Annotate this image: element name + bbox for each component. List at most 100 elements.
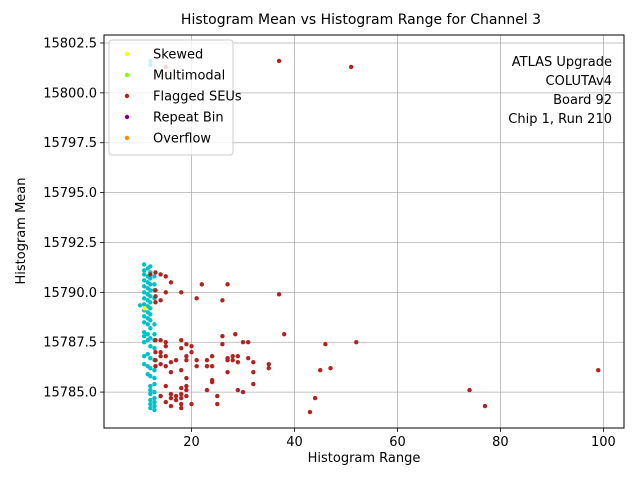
data-point bbox=[148, 294, 153, 299]
data-point bbox=[148, 318, 153, 323]
data-point bbox=[152, 375, 157, 381]
data-point bbox=[179, 385, 184, 391]
data-point bbox=[179, 401, 184, 407]
data-point bbox=[173, 357, 179, 363]
data-point bbox=[225, 357, 230, 363]
data-point bbox=[148, 326, 153, 331]
y-tick-label: 15802.5 bbox=[43, 36, 97, 51]
data-point bbox=[141, 284, 147, 289]
data-point bbox=[152, 381, 157, 387]
data-point bbox=[204, 357, 210, 363]
legend-label: Repeat Bin bbox=[153, 111, 224, 126]
y-tick-label: 15800.0 bbox=[43, 86, 97, 101]
data-point bbox=[179, 290, 184, 295]
data-point bbox=[184, 387, 189, 393]
data-point bbox=[158, 338, 163, 343]
data-point bbox=[179, 346, 184, 351]
legend-label: Overflow bbox=[153, 132, 211, 147]
data-point bbox=[148, 336, 153, 341]
data-point bbox=[141, 278, 147, 283]
data-point bbox=[148, 397, 153, 403]
data-point bbox=[141, 268, 147, 273]
data-point bbox=[158, 349, 163, 355]
data-point bbox=[179, 367, 184, 373]
data-point bbox=[184, 353, 189, 359]
y-tick-label: 15785.0 bbox=[43, 386, 97, 401]
annotation-box: ATLAS Upgrade COLUTAv4 Board 92 Chip 1, Run… bbox=[508, 55, 612, 127]
y-tick-label: 15787.5 bbox=[43, 336, 97, 351]
y-tick-label: 15790.0 bbox=[43, 286, 97, 301]
data-point bbox=[158, 298, 163, 303]
data-point bbox=[148, 344, 153, 349]
x-tick-label: 60 bbox=[389, 435, 406, 450]
x-tick-label: 40 bbox=[286, 435, 303, 450]
data-point bbox=[152, 407, 157, 413]
data-point bbox=[163, 344, 168, 349]
y-tick-label: 15797.5 bbox=[43, 136, 97, 151]
data-point bbox=[148, 306, 153, 311]
y-tick-label: 15795.0 bbox=[43, 186, 97, 201]
data-point bbox=[141, 272, 147, 277]
data-point bbox=[189, 349, 194, 355]
data-point bbox=[179, 405, 184, 411]
data-point bbox=[179, 391, 184, 397]
data-point bbox=[266, 365, 271, 371]
data-point bbox=[235, 359, 241, 365]
data-point bbox=[152, 282, 157, 287]
data-point bbox=[168, 391, 174, 397]
x-axis-title: Histogram Range bbox=[308, 451, 421, 466]
ticks-layer: 20 40 60 80 100 15785.0 15787.5 15790.0 15792.5 1… bbox=[43, 36, 616, 450]
data-point bbox=[189, 401, 194, 407]
data-point bbox=[148, 401, 153, 407]
data-point bbox=[148, 312, 153, 317]
y-tick-label: 15792.5 bbox=[43, 236, 97, 251]
data-point bbox=[152, 403, 157, 409]
data-point bbox=[225, 282, 230, 287]
data-point bbox=[184, 393, 189, 399]
data-point bbox=[467, 387, 472, 393]
data-point bbox=[179, 395, 184, 401]
data-point bbox=[153, 270, 158, 275]
data-point bbox=[158, 353, 163, 359]
data-point bbox=[153, 349, 158, 355]
data-point bbox=[163, 383, 168, 389]
legend-frame bbox=[108, 39, 234, 156]
data-point bbox=[152, 346, 157, 351]
data-point bbox=[148, 373, 153, 379]
data-point bbox=[209, 353, 215, 359]
data-point bbox=[158, 361, 163, 367]
data-point bbox=[152, 395, 157, 401]
data-point bbox=[148, 391, 153, 397]
data-point bbox=[194, 363, 199, 369]
data-point bbox=[163, 340, 168, 345]
annotation-line: Board 92 bbox=[553, 93, 612, 108]
data-point bbox=[148, 276, 153, 281]
data-point bbox=[141, 361, 147, 367]
data-point bbox=[215, 401, 220, 407]
data-point bbox=[141, 334, 147, 339]
data-point bbox=[148, 288, 153, 293]
data-point bbox=[141, 296, 147, 301]
data-point bbox=[141, 302, 147, 307]
data-point bbox=[235, 387, 241, 393]
data-point bbox=[323, 342, 328, 347]
data-point bbox=[184, 342, 189, 347]
data-point bbox=[148, 405, 153, 411]
data-point bbox=[152, 399, 157, 405]
data-point bbox=[137, 303, 143, 308]
data-point bbox=[204, 363, 210, 369]
data-point bbox=[153, 294, 158, 299]
legend-marker bbox=[124, 72, 130, 78]
legend-label: Skewed bbox=[153, 48, 203, 63]
data-point bbox=[148, 272, 153, 277]
data-point bbox=[152, 322, 157, 327]
data-point bbox=[189, 344, 194, 349]
data-point bbox=[209, 379, 215, 385]
legend-marker bbox=[124, 135, 130, 141]
data-point bbox=[348, 64, 354, 70]
data-point bbox=[148, 383, 153, 389]
data-point bbox=[153, 363, 158, 369]
data-point bbox=[145, 332, 150, 337]
data-point bbox=[194, 357, 199, 363]
